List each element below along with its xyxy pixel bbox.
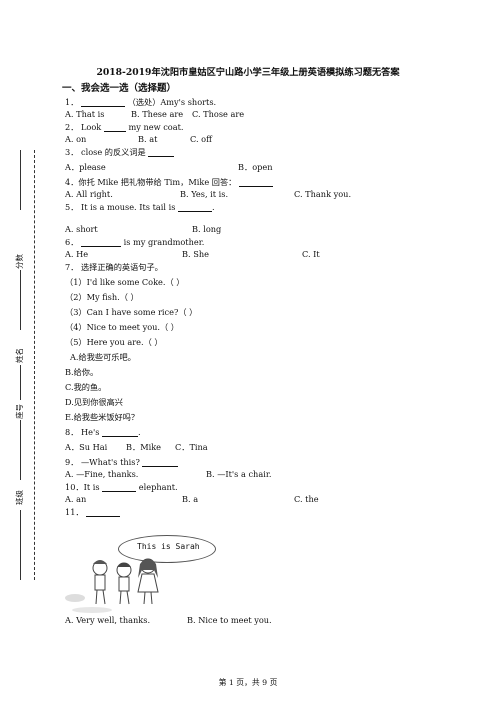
- question-2: 2． Look: [65, 122, 102, 132]
- option-c: C. the: [294, 494, 319, 504]
- option-b: B. These are: [131, 109, 184, 119]
- option-a: A. —Fine, thanks.: [65, 469, 139, 479]
- option-c: C. It: [302, 249, 320, 259]
- question-6-text: is my grandmother.: [123, 237, 205, 247]
- answer-blank[interactable]: [148, 148, 175, 157]
- option-c: C. Thank you.: [294, 189, 352, 199]
- question-10: 10．It is: [65, 482, 100, 492]
- option-c: C. Those are: [192, 109, 245, 119]
- sub-question-1: （1）I'd like some Coke.（ ）: [65, 277, 185, 287]
- option-b: B. She: [182, 249, 209, 259]
- choice-a: A.给我些可乐吧。: [70, 352, 136, 362]
- speech-bubble: [118, 535, 216, 563]
- margin-name-label: 姓名: [15, 348, 24, 363]
- margin-line: [20, 270, 21, 330]
- question-9: 9． —What's this?: [65, 457, 140, 467]
- sub-question-3: （3）Can I have some rice?（ ）: [65, 307, 198, 317]
- choice-d: D.见到你很高兴: [65, 397, 123, 407]
- answer-blank[interactable]: [178, 203, 213, 212]
- question-3: 3． close 的反义词是: [65, 147, 146, 157]
- option-b: B. a: [182, 494, 199, 504]
- option-a: A. That is: [65, 109, 105, 119]
- option-a: A．Su Hai: [65, 442, 108, 452]
- option-b: B．open: [238, 162, 273, 172]
- option-b: B. Nice to meet you.: [187, 615, 272, 625]
- answer-blank[interactable]: [102, 428, 139, 437]
- margin-line: [20, 365, 21, 400]
- answer-blank[interactable]: [142, 458, 179, 467]
- option-a: A. Very well, thanks.: [65, 615, 151, 625]
- option-b: B. long: [192, 224, 222, 234]
- option-b: B. Yes, it is.: [180, 189, 229, 199]
- question-1: 1．: [65, 97, 79, 107]
- option-a: A. All right.: [65, 189, 113, 199]
- option-a: A. an: [65, 494, 87, 504]
- sub-question-5: （5）Here you are.（ ）: [65, 337, 163, 347]
- option-c: C. off: [190, 134, 212, 144]
- question-10-text: elephant.: [138, 482, 178, 492]
- answer-blank[interactable]: [238, 178, 273, 187]
- option-a: A．please: [65, 162, 106, 172]
- sub-question-2: （2）My fish.（ ）: [65, 292, 139, 302]
- question-5-end: .: [212, 202, 215, 212]
- answer-blank[interactable]: [86, 508, 121, 517]
- question-8-end: .: [138, 427, 141, 437]
- margin-class-label: 班级: [15, 490, 24, 505]
- option-c: C．Tina: [175, 442, 208, 452]
- choice-b: B.给你。: [65, 367, 99, 377]
- choice-e: E.给我些米饭好吗？: [65, 412, 140, 422]
- question-11: 11．: [65, 507, 84, 517]
- answer-blank[interactable]: [81, 98, 126, 107]
- page-footer: 第 1 页，共 9 页: [218, 678, 278, 687]
- option-a: A. He: [65, 249, 89, 259]
- question-5: 5． It is a mouse. Its tail is: [65, 202, 176, 212]
- question-8: 8． He's: [65, 427, 100, 437]
- answer-blank[interactable]: [103, 123, 126, 132]
- answer-blank[interactable]: [81, 238, 122, 247]
- option-b: B．Mike: [126, 442, 162, 452]
- option-b: B. at: [138, 134, 158, 144]
- margin-score-label: 分数: [15, 254, 24, 269]
- margin-id-label: 座号: [15, 404, 24, 419]
- margin-line: [20, 420, 21, 480]
- question-2-text: my new coat.: [128, 122, 184, 132]
- margin-line: [20, 510, 21, 580]
- speech-bubble-text: This is Sarah: [137, 542, 200, 551]
- option-a: A. short: [65, 224, 98, 234]
- page-title: 2018-2019年沈阳市皇姑区宁山路小学三年级上册英语模拟练习题无答案: [96, 67, 400, 78]
- question-1-text: （选处）Amy's shorts.: [127, 97, 217, 107]
- margin-line: [20, 150, 21, 210]
- answer-blank[interactable]: [102, 483, 137, 492]
- question-6: 6．: [65, 237, 79, 247]
- binding-dashed-line: [34, 150, 35, 580]
- option-a: A. on: [65, 134, 87, 144]
- section-heading: 一、我会选一选（选择题）: [62, 83, 177, 94]
- question-4: 4．你托 Mike 把礼物带给 Tim，Mike 回答：: [65, 177, 237, 187]
- choice-c: C.我的鱼。: [65, 382, 107, 392]
- option-b: B. —It's a chair.: [206, 469, 272, 479]
- question-7: 7． 选择正确的英语句子。: [65, 262, 163, 272]
- children-drawing-icon: [65, 558, 159, 613]
- sub-question-4: （4）Nice to meet you.（ ）: [65, 322, 179, 332]
